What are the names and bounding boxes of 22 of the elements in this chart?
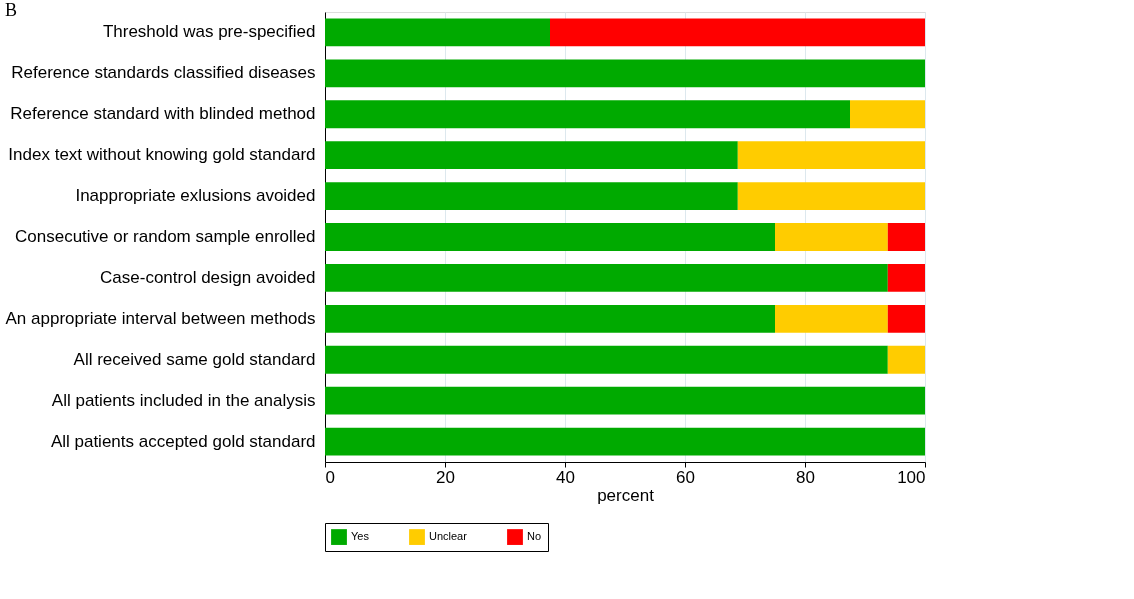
x-tick-label: 20 — [436, 467, 455, 487]
y-tick-label: Threshold was pre-specified — [102, 22, 316, 42]
legend-label: Yes — [351, 530, 370, 543]
y-tick-label: Consecutive or random sample enrolled — [15, 227, 316, 246]
y-tick-label: Index text without knowing gold standard — [8, 145, 316, 165]
y-tick-label: Inappropriate exlusions avoided — [75, 186, 316, 206]
text: B — [5, 0, 18, 20]
y-tick-label: Reference standards classified diseases — [11, 63, 316, 83]
x-tick-label: 60 — [676, 467, 695, 487]
legend-label: Unclear — [429, 530, 468, 543]
legend-label: No — [527, 530, 542, 543]
x-axis-title: percent — [597, 485, 655, 505]
y-tick-label: An appropriate interval between methods — [5, 308, 316, 328]
x-tick-label: 40 — [556, 467, 575, 487]
y-tick-label: All patients included in the analysis — [51, 390, 316, 410]
y-tick-label: All patients accepted gold standard — [50, 431, 316, 451]
y-tick-label: All received same gold standard — [73, 349, 316, 369]
x-tick-label: 80 — [796, 467, 815, 487]
y-tick-label: Reference standard with blinded method — [10, 104, 316, 124]
x-tick-label: 100 — [897, 467, 926, 487]
y-tick-label: Case-control design avoided — [100, 267, 316, 287]
x-tick-label: 0 — [325, 467, 335, 487]
